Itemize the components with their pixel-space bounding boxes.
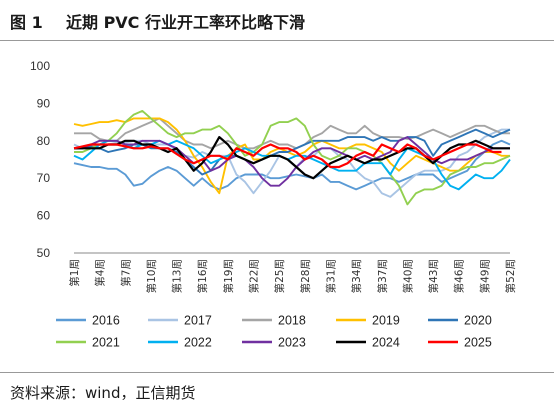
figure-number: 图 1 — [10, 13, 43, 32]
legend-label-2023: 2023 — [278, 336, 306, 350]
x-tick-label: 第40周 — [401, 259, 414, 293]
x-tick-label: 第7周 — [119, 259, 132, 287]
y-tick-label: 50 — [37, 246, 51, 260]
legend-label-2025: 2025 — [464, 336, 492, 350]
x-tick-label: 第28周 — [299, 259, 312, 293]
legend-label-2019: 2019 — [372, 314, 400, 328]
x-tick-label: 第22周 — [248, 259, 261, 293]
y-tick-label: 90 — [37, 96, 51, 110]
legend-label-2018: 2018 — [278, 314, 306, 328]
x-tick-label: 第46周 — [453, 259, 466, 293]
x-tick-label: 第13周 — [171, 259, 184, 293]
series-line-2016 — [73, 139, 511, 191]
legend-label-2020: 2020 — [464, 314, 492, 328]
x-tick-label: 第52周 — [504, 259, 517, 293]
series-line-2018 — [74, 117, 510, 150]
legend-label-2024: 2024 — [372, 336, 400, 350]
x-tick-label: 第31周 — [324, 259, 337, 293]
x-tick-label: 第19周 — [222, 259, 235, 293]
source-note: 资料来源：wind，正信期货 — [10, 384, 196, 402]
figure-header: 图 1 近期 PVC 行业开工率环比略下滑 — [0, 0, 554, 41]
x-tick-label: 第49周 — [478, 259, 491, 293]
figure-title: 近期 PVC 行业开工率环比略下滑 — [66, 13, 305, 32]
series-line-2021 — [74, 109, 511, 206]
x-tick-label: 第4周 — [94, 259, 107, 287]
x-tick-label: 第43周 — [427, 259, 440, 293]
legend-label-2016: 2016 — [92, 314, 120, 328]
y-tick-label: 100 — [30, 59, 50, 73]
legend-label-2022: 2022 — [184, 336, 212, 350]
x-tick-label: 第34周 — [350, 259, 363, 293]
figure-footer: 资料来源：wind，正信期货 — [0, 372, 554, 419]
legend-label-2021: 2021 — [92, 336, 120, 350]
y-tick-label: 80 — [37, 134, 51, 148]
x-tick-label: 第16周 — [196, 259, 209, 293]
x-tick-label: 第37周 — [376, 259, 389, 293]
series-line-2024 — [74, 136, 510, 180]
y-tick-label: 60 — [37, 209, 51, 223]
series-line-2023 — [74, 136, 510, 187]
legend-label-2017: 2017 — [184, 314, 212, 328]
y-tick-label: 70 — [37, 171, 51, 185]
x-tick-label: 第1周 — [68, 259, 81, 287]
series-line-2025 — [73, 143, 502, 169]
x-tick-label: 第10周 — [145, 259, 158, 293]
x-tick-label: 第25周 — [273, 259, 286, 293]
